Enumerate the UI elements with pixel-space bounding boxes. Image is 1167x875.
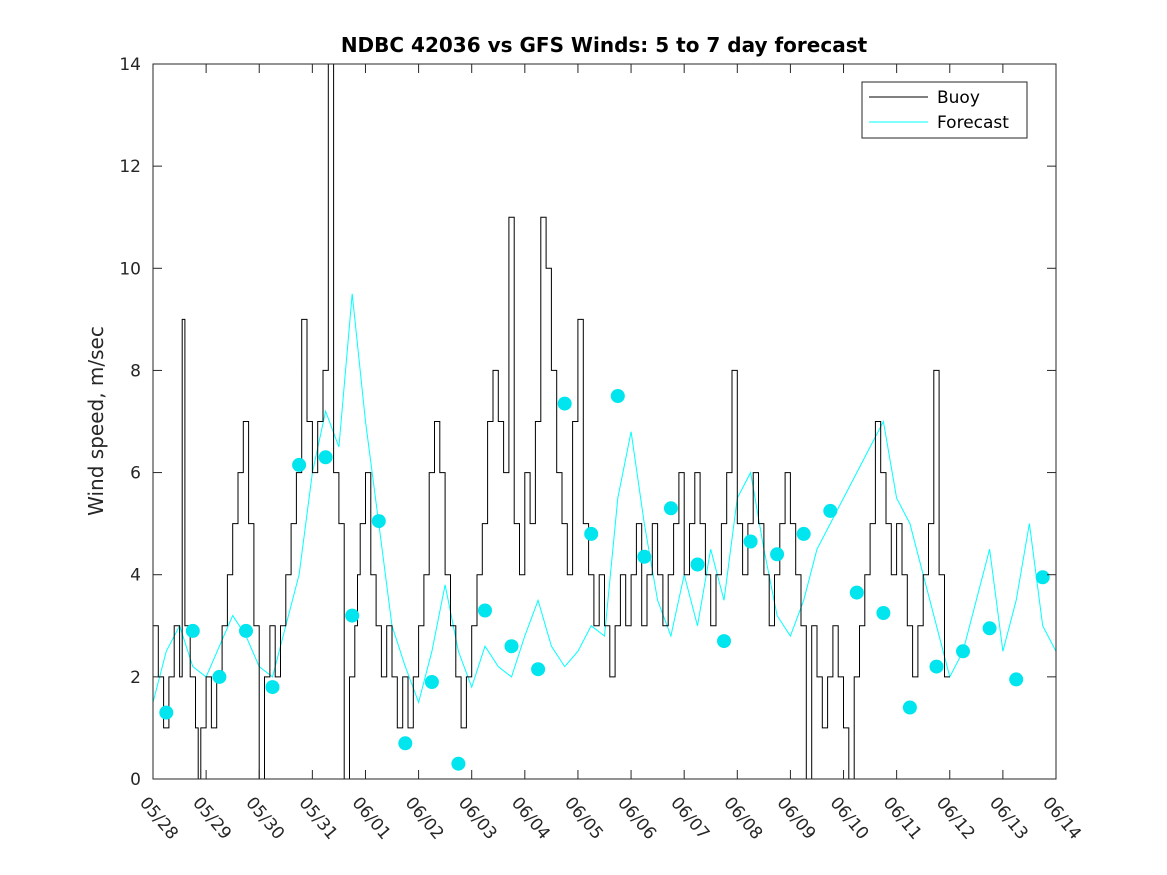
y-tick-label: 8 <box>130 361 141 381</box>
forecast-point <box>663 501 678 516</box>
forecast-point <box>929 659 944 674</box>
forecast-point <box>185 623 200 638</box>
y-tick-label: 0 <box>130 770 141 790</box>
forecast-point <box>876 606 891 620</box>
y-tick-label: 6 <box>130 464 141 484</box>
y-tick-label: 12 <box>119 157 141 177</box>
forecast-line <box>152 293 1057 705</box>
legend-label-forecast: Forecast <box>937 113 1009 133</box>
legend: Buoy Forecast <box>861 81 1028 139</box>
forecast-point <box>902 700 917 715</box>
forecast-point <box>345 608 360 623</box>
forecast-point <box>159 705 174 720</box>
y-tick-label: 2 <box>130 668 141 688</box>
forecast-point <box>212 669 227 684</box>
forecast-point <box>239 623 253 638</box>
marker-layer <box>159 389 1050 771</box>
forecast-point <box>637 549 652 564</box>
legend-box <box>861 81 1028 139</box>
forecast-point <box>424 675 439 689</box>
chart-title: NDBC 42036 vs GFS Winds: 5 to 7 day fore… <box>341 33 868 57</box>
forecast-point <box>796 526 811 541</box>
forecast-point <box>451 756 466 771</box>
forecast-point <box>557 396 572 411</box>
forecast-point <box>584 526 599 541</box>
y-tick-label: 4 <box>130 566 141 586</box>
y-tick-label: 14 <box>119 55 141 75</box>
forecast-point <box>717 634 731 649</box>
forecast-point <box>770 547 785 562</box>
forecast-point <box>849 585 864 600</box>
forecast-point <box>743 534 758 549</box>
forecast-point <box>478 603 492 618</box>
y-axis-ticks: 0 2 4 6 8 10 12 14 <box>119 55 1056 790</box>
forecast-point <box>823 503 838 518</box>
buoy-line <box>153 63 950 780</box>
legend-label-buoy: Buoy <box>937 88 980 108</box>
forecast-point <box>610 389 625 403</box>
forecast-point <box>690 557 705 572</box>
forecast-point <box>292 457 307 472</box>
forecast-point <box>318 450 333 465</box>
forecast-point <box>956 644 970 659</box>
forecast-point <box>982 621 997 636</box>
series-layer <box>152 63 1057 780</box>
forecast-point <box>531 662 546 677</box>
forecast-point <box>504 639 519 654</box>
y-tick-label: 10 <box>119 259 141 279</box>
forecast-point <box>265 680 280 695</box>
axes-box <box>152 63 1057 780</box>
forecast-point <box>371 514 386 529</box>
y-axis-label: Wind speed, m/sec <box>84 326 108 516</box>
forecast-point <box>1009 672 1024 687</box>
forecast-point <box>398 736 413 751</box>
forecast-point <box>1035 570 1050 585</box>
